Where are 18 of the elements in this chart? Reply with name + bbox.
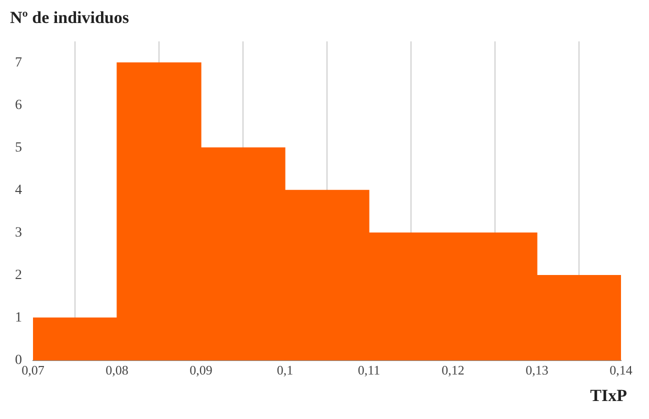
x-tick-label: 0,11	[358, 362, 380, 378]
y-tick-label: 5	[15, 140, 22, 156]
x-tick-label: 0,07	[22, 362, 45, 378]
y-axis-title: Nº de individuos	[9, 8, 130, 29]
x-tick-label: 0,14	[610, 362, 633, 378]
x-tick-label: 0,12	[442, 362, 464, 378]
y-tick-label: 7	[15, 55, 22, 70]
y-tick-label: 4	[15, 182, 22, 198]
y-tick-label: 2	[15, 268, 22, 284]
x-tick-label: 0,13	[526, 362, 548, 378]
y-tick-label: 3	[15, 225, 22, 240]
y-tick-label: 0	[15, 353, 22, 368]
y-tick-label: 1	[15, 310, 22, 326]
y-tick-label: 6	[15, 98, 22, 113]
x-axis-title: TIxP	[589, 386, 628, 406]
x-tick-label: 0,08	[106, 362, 128, 378]
x-tick-label: 0,09	[190, 362, 212, 378]
x-tick-label: 0,1	[276, 362, 294, 378]
